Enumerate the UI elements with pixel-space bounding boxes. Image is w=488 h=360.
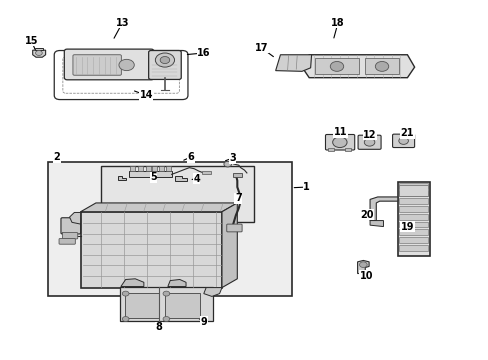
Text: 5: 5 xyxy=(150,172,157,182)
Bar xyxy=(48,162,292,296)
Circle shape xyxy=(224,161,231,167)
Circle shape xyxy=(332,137,346,148)
Bar xyxy=(159,166,163,171)
Circle shape xyxy=(119,59,134,71)
FancyBboxPatch shape xyxy=(392,134,414,148)
Bar xyxy=(399,198,427,204)
Circle shape xyxy=(375,62,388,71)
Text: 16: 16 xyxy=(197,48,210,58)
Bar xyxy=(165,166,170,171)
Bar xyxy=(399,229,427,235)
FancyBboxPatch shape xyxy=(54,50,187,100)
FancyBboxPatch shape xyxy=(325,135,354,150)
Text: 17: 17 xyxy=(254,43,267,53)
Bar xyxy=(124,293,159,318)
Text: 19: 19 xyxy=(400,221,413,231)
Circle shape xyxy=(155,53,174,67)
FancyBboxPatch shape xyxy=(59,239,75,244)
FancyBboxPatch shape xyxy=(73,55,121,75)
Bar xyxy=(327,148,333,151)
Polygon shape xyxy=(275,55,311,71)
Text: 10: 10 xyxy=(359,271,373,281)
Circle shape xyxy=(122,316,129,321)
Bar xyxy=(397,182,429,256)
Circle shape xyxy=(163,291,169,296)
Polygon shape xyxy=(81,203,237,212)
FancyBboxPatch shape xyxy=(148,50,181,80)
Bar xyxy=(345,148,350,151)
Circle shape xyxy=(359,262,366,267)
Circle shape xyxy=(122,291,129,296)
Text: 2: 2 xyxy=(53,152,60,162)
Text: 21: 21 xyxy=(400,129,413,139)
FancyBboxPatch shape xyxy=(62,233,78,239)
Polygon shape xyxy=(69,212,81,224)
Text: 6: 6 xyxy=(187,152,194,162)
Text: 14: 14 xyxy=(139,90,153,100)
Polygon shape xyxy=(369,197,397,221)
FancyBboxPatch shape xyxy=(61,218,81,234)
Circle shape xyxy=(160,57,169,64)
FancyBboxPatch shape xyxy=(357,135,380,149)
Text: 12: 12 xyxy=(363,130,376,140)
Bar xyxy=(138,166,142,171)
Bar xyxy=(130,166,135,171)
Bar xyxy=(120,287,213,321)
Polygon shape xyxy=(357,260,368,274)
Polygon shape xyxy=(175,176,186,181)
Bar xyxy=(81,212,222,288)
Polygon shape xyxy=(117,176,125,180)
Bar xyxy=(165,293,200,318)
Text: 8: 8 xyxy=(156,323,163,333)
Bar xyxy=(128,171,171,177)
Bar xyxy=(232,173,241,177)
FancyBboxPatch shape xyxy=(226,224,242,232)
Text: 11: 11 xyxy=(333,127,346,138)
Polygon shape xyxy=(222,203,237,288)
Bar xyxy=(399,206,427,212)
Polygon shape xyxy=(35,48,43,50)
Bar xyxy=(399,183,427,189)
Text: 20: 20 xyxy=(359,210,373,220)
Text: 13: 13 xyxy=(115,18,129,28)
Circle shape xyxy=(329,62,343,71)
Text: 9: 9 xyxy=(200,317,207,327)
Polygon shape xyxy=(369,221,383,226)
Text: 15: 15 xyxy=(24,36,38,46)
Text: 18: 18 xyxy=(330,18,344,28)
Text: 7: 7 xyxy=(234,193,241,203)
Bar xyxy=(399,214,427,220)
Circle shape xyxy=(398,137,407,144)
Bar xyxy=(399,237,427,243)
Polygon shape xyxy=(302,55,414,78)
Bar xyxy=(152,166,157,171)
Text: 4: 4 xyxy=(193,174,200,184)
Bar xyxy=(101,166,254,222)
Bar xyxy=(399,190,427,196)
Bar xyxy=(399,222,427,227)
Bar xyxy=(365,58,398,74)
Polygon shape xyxy=(121,279,143,287)
FancyBboxPatch shape xyxy=(64,49,154,80)
Polygon shape xyxy=(203,288,222,296)
Polygon shape xyxy=(167,279,185,287)
Bar xyxy=(399,245,427,251)
Circle shape xyxy=(36,50,42,55)
Bar xyxy=(399,185,427,196)
Text: 3: 3 xyxy=(229,153,235,163)
Circle shape xyxy=(163,316,169,321)
Text: 1: 1 xyxy=(303,182,309,192)
Circle shape xyxy=(364,138,374,146)
Bar xyxy=(315,58,358,74)
Bar xyxy=(202,171,210,174)
Bar xyxy=(145,166,150,171)
Polygon shape xyxy=(33,50,45,57)
